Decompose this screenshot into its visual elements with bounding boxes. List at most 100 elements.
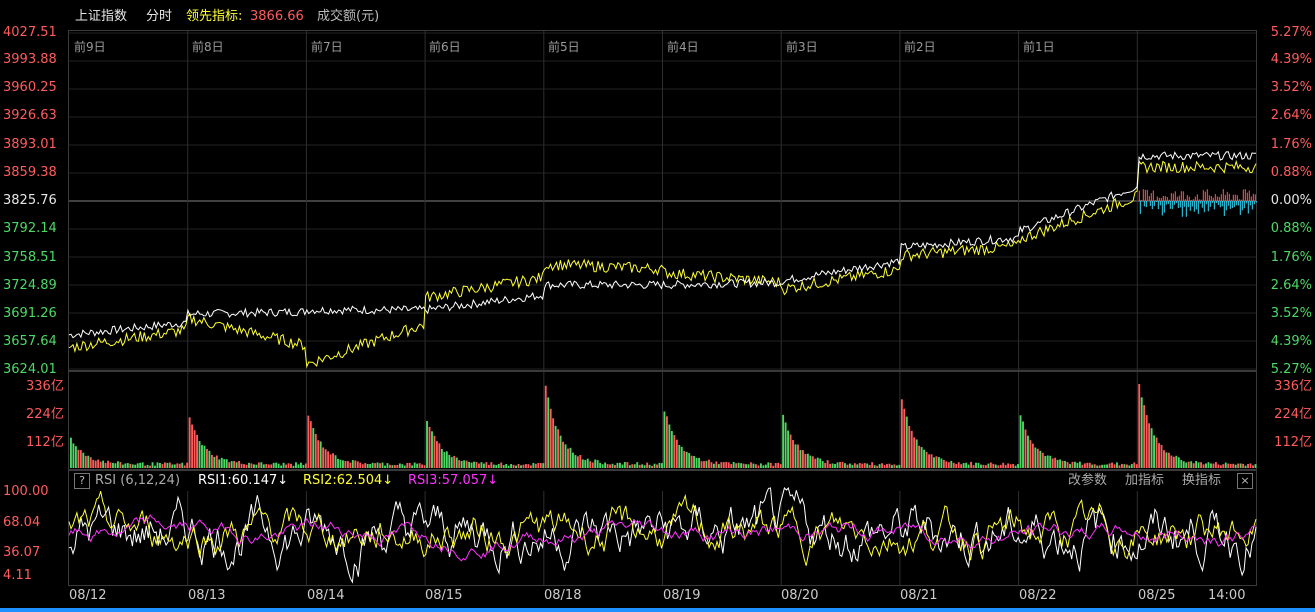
volume-bar bbox=[950, 460, 953, 468]
volume-bar bbox=[522, 464, 525, 468]
x-tick: 08/22 bbox=[1019, 588, 1057, 603]
volume-bar bbox=[520, 465, 522, 468]
volume-bar bbox=[215, 455, 218, 468]
volume-bar bbox=[567, 448, 569, 468]
volume-bar bbox=[967, 464, 970, 468]
volume-bar bbox=[77, 449, 80, 468]
volume-bar bbox=[1009, 464, 1012, 468]
mode-label[interactable]: 分时 bbox=[146, 9, 173, 24]
volume-bar bbox=[965, 462, 968, 468]
volume-bar bbox=[900, 399, 903, 468]
rsi-panel[interactable] bbox=[68, 470, 1257, 586]
volume-bar bbox=[690, 455, 693, 468]
price-tick: 3960.25 bbox=[3, 80, 57, 95]
volume-bar bbox=[473, 461, 475, 468]
bottom-scrollbar[interactable] bbox=[0, 608, 1315, 612]
volume-bar bbox=[176, 463, 179, 468]
volume-bar bbox=[332, 453, 335, 468]
volume-bar bbox=[435, 441, 438, 468]
volume-bar bbox=[453, 455, 456, 468]
volume-bar bbox=[920, 447, 923, 468]
volume-bar bbox=[1185, 462, 1188, 468]
volume-bar bbox=[359, 462, 362, 468]
volume-bar bbox=[1024, 429, 1027, 468]
volume-bar bbox=[960, 464, 963, 468]
volume-bar bbox=[750, 462, 752, 468]
volume-bar bbox=[356, 461, 359, 468]
volume-bar bbox=[1182, 461, 1185, 468]
volume-bar bbox=[411, 465, 414, 468]
volume-bar bbox=[1051, 458, 1054, 468]
volume-bar bbox=[873, 465, 876, 468]
volume-bar bbox=[853, 463, 856, 468]
index-name[interactable]: 上证指数 bbox=[75, 9, 128, 24]
volume-bar bbox=[104, 462, 107, 468]
volume-tick: 336亿 bbox=[26, 379, 64, 394]
volume-bar bbox=[92, 459, 95, 468]
volume-bar bbox=[1195, 460, 1198, 468]
volume-bar bbox=[438, 443, 441, 468]
volume-bar bbox=[554, 425, 557, 468]
switch-indicator-button[interactable]: 换指标 bbox=[1182, 473, 1222, 488]
close-icon[interactable]: × bbox=[1237, 473, 1253, 489]
volume-bar bbox=[99, 461, 102, 468]
volume-bar bbox=[1158, 443, 1160, 468]
volume-bar bbox=[312, 428, 315, 468]
volume-bar bbox=[596, 460, 599, 468]
volume-bar bbox=[534, 463, 537, 468]
price-tick: 3926.63 bbox=[3, 108, 57, 123]
volume-bar bbox=[1140, 397, 1143, 468]
volume-bar bbox=[631, 464, 634, 468]
volume-bar bbox=[317, 440, 320, 468]
volume-bar bbox=[324, 449, 327, 468]
percent-tick: 2.64% bbox=[1270, 278, 1312, 293]
price-panel[interactable] bbox=[68, 30, 1257, 371]
volume-bar bbox=[178, 463, 181, 468]
volume-bar bbox=[648, 464, 651, 468]
volume-bar bbox=[742, 463, 745, 468]
volume-bar bbox=[861, 463, 864, 468]
volume-bar bbox=[908, 425, 911, 468]
volume-bar bbox=[710, 462, 713, 468]
volume-bar bbox=[275, 462, 278, 468]
volume-bar bbox=[144, 465, 147, 468]
volume-bar bbox=[252, 464, 255, 468]
volume-bar bbox=[1175, 455, 1178, 468]
volume-bar bbox=[408, 462, 411, 468]
volume-bar bbox=[878, 464, 881, 468]
percent-tick: 0.00% bbox=[1270, 193, 1312, 208]
volume-bar bbox=[636, 462, 639, 468]
volume-bar bbox=[799, 450, 802, 468]
volume-bar bbox=[297, 464, 300, 468]
add-indicator-button[interactable]: 加指标 bbox=[1125, 473, 1165, 488]
volume-bar bbox=[445, 451, 448, 468]
volume-bar bbox=[492, 464, 495, 468]
volume-bar bbox=[1036, 448, 1039, 468]
volume-bar bbox=[665, 416, 668, 468]
volume-bar bbox=[1101, 464, 1104, 468]
volume-bar bbox=[794, 444, 797, 468]
volume-bar bbox=[329, 454, 332, 468]
volume-bar bbox=[886, 464, 888, 468]
volume-bar bbox=[651, 465, 654, 468]
rsi-name[interactable]: RSI (6,12,24) bbox=[95, 473, 181, 488]
volume-bar bbox=[977, 462, 980, 468]
volume-bar bbox=[1106, 464, 1109, 468]
change-params-button[interactable]: 改参数 bbox=[1068, 473, 1108, 488]
volume-bar bbox=[1130, 464, 1133, 468]
price-tick: 3859.38 bbox=[3, 165, 57, 180]
volume-bar bbox=[683, 450, 686, 468]
volume-bar bbox=[933, 457, 935, 468]
volume-bar bbox=[1145, 415, 1148, 468]
volume-bar bbox=[366, 463, 369, 468]
volume-bar bbox=[1039, 450, 1042, 468]
help-button[interactable]: ? bbox=[74, 473, 90, 489]
volume-bar bbox=[292, 465, 295, 468]
percent-tick: 3.52% bbox=[1270, 80, 1312, 95]
volume-bar bbox=[1222, 464, 1225, 468]
volume-bar bbox=[507, 465, 510, 468]
volume-bar bbox=[134, 464, 137, 468]
price-tick: 3993.88 bbox=[3, 52, 57, 67]
volume-panel[interactable] bbox=[68, 371, 1257, 470]
volume-bar bbox=[1155, 437, 1158, 468]
